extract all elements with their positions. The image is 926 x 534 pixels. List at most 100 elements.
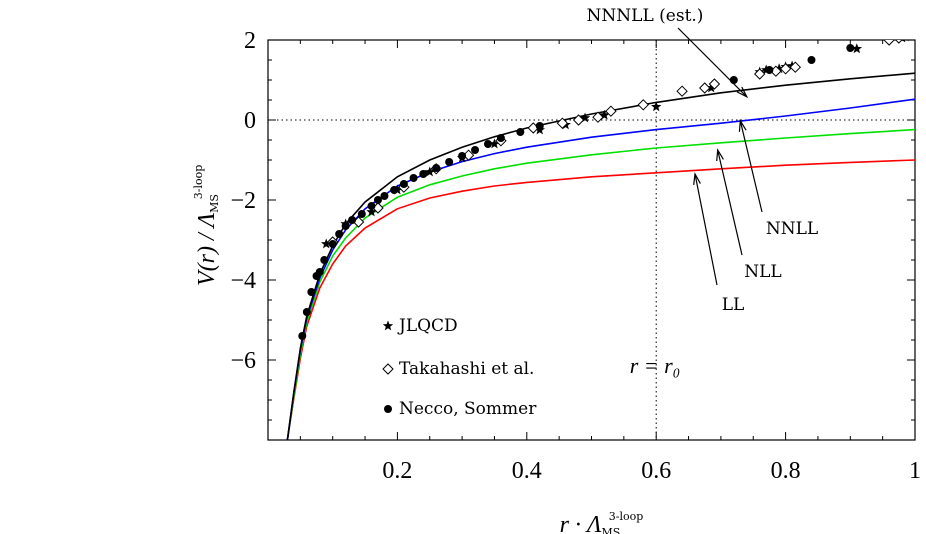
- point-necco-sommer: [535, 122, 544, 130]
- legend-jlqcd-marker: [382, 320, 394, 331]
- point-takahashi-et-al: [556, 117, 569, 129]
- x-axis-title-sub: MS: [602, 526, 621, 534]
- x-axis-title: r · ΛMS: [560, 512, 621, 534]
- legend-necco-sommer-label: Necco, Sommer: [399, 399, 537, 419]
- point-takahashi-et-al: [637, 99, 649, 111]
- point-necco-sommer: [328, 240, 337, 248]
- annotation-nll-arrowhead: [716, 148, 724, 162]
- axis-ticks: 0.2 0.4 0.6 0.8 1 2 0 −2 −4 −6: [230, 28, 921, 484]
- reference-lines: [268, 40, 915, 440]
- point-necco-sommer: [409, 174, 418, 182]
- y-tick-label: 0: [244, 108, 256, 134]
- x-tick-label: 0.2: [382, 458, 412, 484]
- point-necco-sommer: [307, 288, 316, 296]
- point-necco-sommer: [380, 192, 389, 200]
- point-takahashi-et-al: [789, 61, 802, 73]
- y-axis-title-main: V(r) / Λ: [194, 212, 220, 286]
- point-necco-sommer: [516, 128, 525, 136]
- point-necco-sommer: [335, 230, 344, 238]
- annotation-nll-label: NLL: [744, 262, 781, 282]
- legend: JLQCD Takahashi et al. Necco, Sommer: [382, 316, 537, 419]
- ref-label: r = r₀: [630, 353, 681, 378]
- annotation-nnll-label: NNLL: [766, 219, 818, 239]
- point-jlqcd: [366, 206, 377, 217]
- point-takahashi-et-al: [592, 111, 604, 123]
- point-necco-sommer: [496, 134, 505, 142]
- point-necco-sommer: [483, 140, 492, 148]
- annotation-ll-arrowhead: [693, 172, 701, 185]
- annotations: NNNLL (est.) NNLL NLL LL: [587, 6, 819, 315]
- point-necco-sommer: [729, 76, 738, 84]
- point-jlqcd: [424, 166, 435, 177]
- x-tick-label: 0.8: [771, 458, 801, 484]
- point-takahashi-et-al: [779, 63, 792, 75]
- y-axis-title-group: V(r) / ΛMS 3-loop: [192, 165, 221, 286]
- y-tick-label: −6: [230, 348, 256, 374]
- point-takahashi-et-al: [883, 40, 895, 46]
- point-necco-sommer: [367, 202, 376, 210]
- point-necco-sommer: [458, 152, 467, 160]
- point-takahashi-et-al: [699, 82, 711, 94]
- point-necco-sommer: [341, 222, 350, 230]
- curve-nnnll-est: [286, 72, 915, 440]
- point-jlqcd: [706, 82, 717, 93]
- annotation-nnll-arrowhead: [738, 118, 747, 132]
- point-necco-sommer: [399, 180, 408, 188]
- annotation-nnnll-est-label: NNNLL (est.): [587, 6, 704, 26]
- y-tick-label: −2: [230, 188, 256, 214]
- annotation-nnnll-est-arrow: [677, 27, 748, 98]
- y-tick-label: 2: [244, 28, 256, 54]
- y-tick-label: −4: [230, 268, 256, 294]
- legend-takahashi-et-al-marker: [382, 363, 394, 375]
- point-necco-sommer: [298, 332, 307, 340]
- point-necco-sommer: [390, 186, 399, 194]
- curve-ll: [286, 159, 915, 440]
- point-takahashi-et-al: [605, 105, 617, 117]
- point-takahashi-et-al: [895, 40, 903, 44]
- point-necco-sommer: [373, 196, 382, 204]
- legend-jlqcd-label: JLQCD: [397, 316, 458, 336]
- point-necco-sommer: [320, 256, 329, 264]
- point-necco-sommer: [846, 44, 855, 52]
- point-takahashi-et-al: [676, 85, 688, 97]
- lattice-points: [298, 40, 912, 340]
- x-axis-title-sup: 3-loop: [609, 510, 644, 523]
- point-jlqcd: [773, 63, 785, 74]
- point-necco-sommer: [445, 158, 454, 166]
- legend-takahashi-et-al-label: Takahashi et al.: [399, 359, 534, 379]
- point-necco-sommer: [419, 170, 428, 178]
- annotation-nnll-arrow: [739, 120, 763, 213]
- annotation-ll-arrow: [694, 173, 718, 286]
- curves: [286, 72, 915, 440]
- curve-nnll: [286, 98, 915, 440]
- y-axis-title: V(r) / ΛMS: [194, 194, 221, 286]
- x-tick-label: 1: [909, 458, 921, 484]
- point-jlqcd: [599, 109, 610, 120]
- x-tick-label: 0.6: [641, 458, 671, 484]
- point-necco-sommer: [807, 56, 816, 64]
- point-jlqcd: [321, 238, 332, 249]
- point-necco-sommer: [302, 308, 311, 316]
- point-necco-sommer: [357, 210, 366, 218]
- x-tick-label: 0.4: [512, 458, 542, 484]
- y-axis-title-sub: MS: [208, 194, 221, 213]
- point-takahashi-et-al: [572, 114, 585, 126]
- point-jlqcd: [851, 43, 862, 54]
- point-jlqcd: [579, 112, 591, 123]
- point-necco-sommer: [471, 146, 480, 154]
- annotation-nll-arrow: [717, 149, 743, 256]
- point-takahashi-et-al: [708, 78, 721, 90]
- point-necco-sommer: [432, 164, 441, 172]
- x-axis-title-main: r · Λ: [560, 512, 602, 534]
- y-axis-title-sup: 3-loop: [192, 165, 205, 200]
- point-jlqcd: [489, 138, 500, 149]
- plot-frame: [267, 39, 916, 441]
- point-necco-sommer: [348, 216, 357, 224]
- point-jlqcd: [905, 40, 912, 41]
- point-necco-sommer: [315, 268, 324, 276]
- annotation-ll-label: LL: [722, 295, 745, 315]
- annotation-nnnll-est-arrowhead: [736, 86, 749, 99]
- point-necco-sommer: [765, 66, 774, 74]
- point-takahashi-et-al: [754, 68, 766, 80]
